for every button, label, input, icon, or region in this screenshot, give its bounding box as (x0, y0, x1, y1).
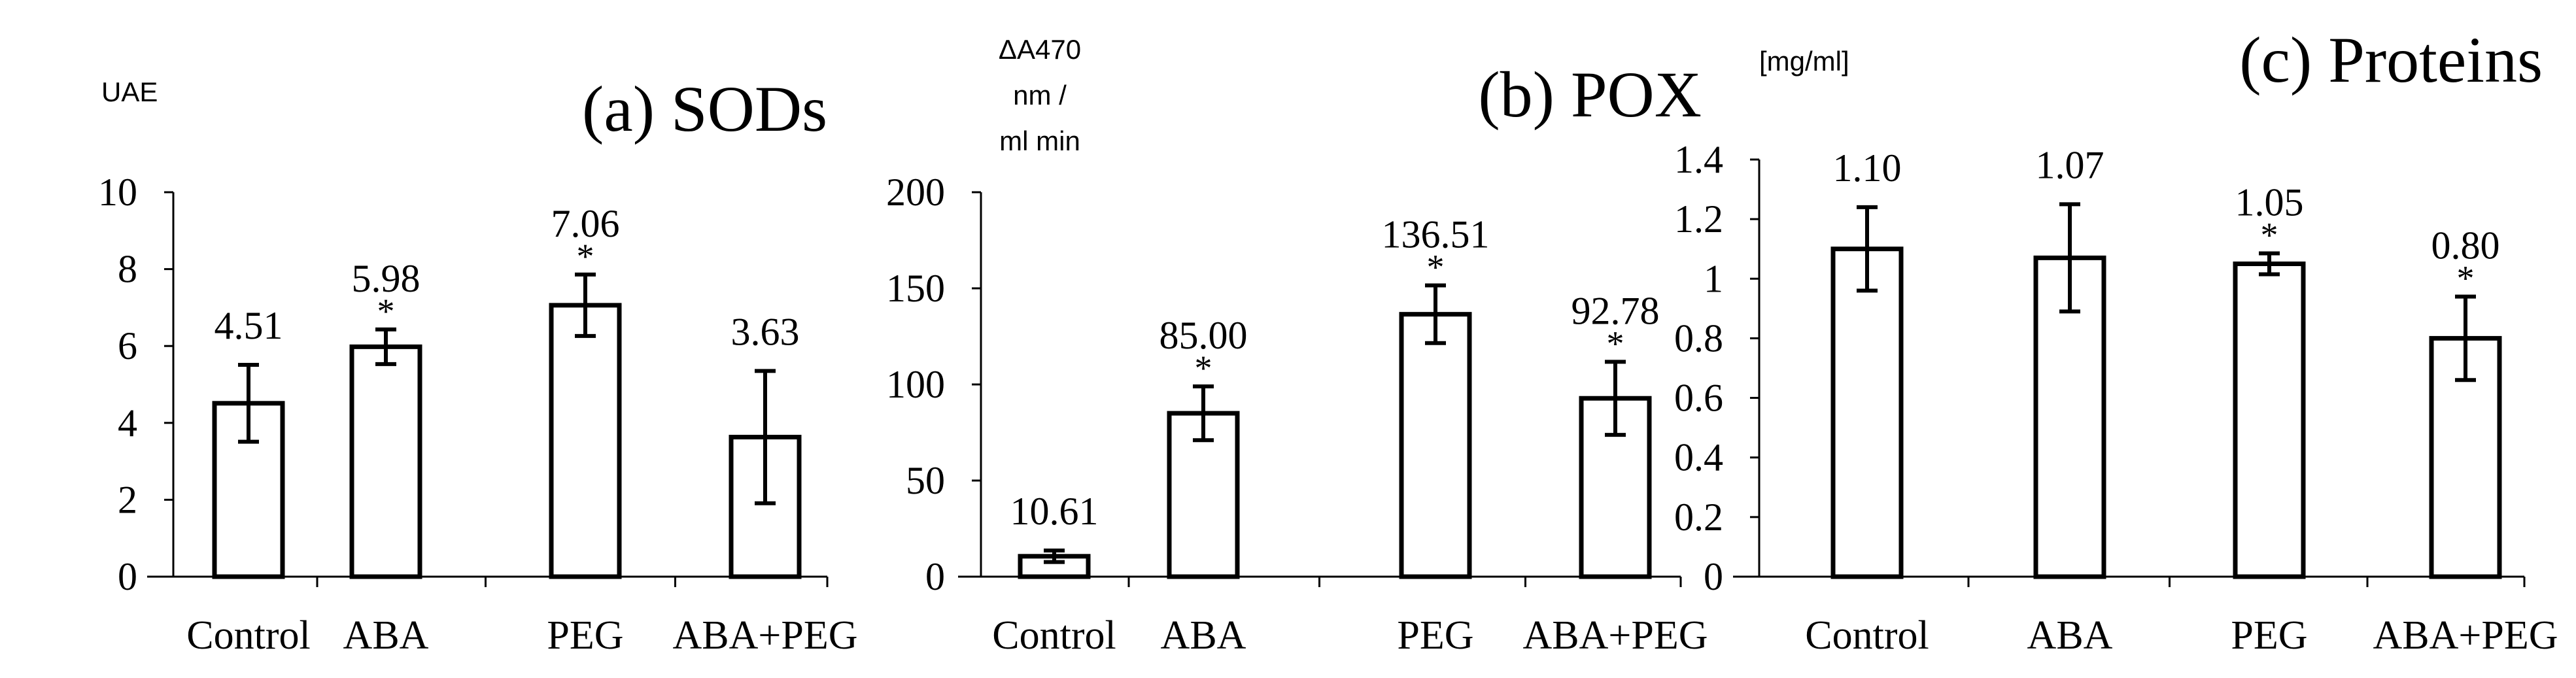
value-label: 1.05 (2235, 181, 2304, 224)
bar-aba (349, 344, 422, 579)
category-label: Control (992, 613, 1116, 658)
significance-star: * (1607, 324, 1624, 363)
category-label: ABA (1161, 613, 1246, 658)
y-tick-label: 0.2 (1674, 496, 1723, 539)
y-tick-label: 0 (1704, 555, 1723, 598)
value-label: 85.00 (1159, 314, 1248, 357)
chart-title: (a) SODs (582, 73, 827, 145)
category-label: PEG (2231, 613, 2307, 658)
plot-area: 02468104.51Control*5.98ABA*7.06PEG3.63AB… (98, 171, 858, 658)
y-axis-label-line-1: ΔA470 (999, 34, 1081, 65)
y-tick-label: 0.6 (1674, 377, 1723, 420)
y-tick-label: 0.8 (1674, 316, 1723, 360)
y-tick-label: 1.4 (1674, 138, 1723, 181)
y-tick-label: 6 (118, 324, 137, 367)
bar-peg (1399, 312, 1472, 579)
y-tick-label: 0 (925, 555, 945, 598)
panel-proteins: [mg/ml] (c) Proteins 0 0.2 0.4 0.6 0.8 1 1.2 1.… (1674, 24, 2558, 658)
y-tick-label: 100 (886, 363, 945, 406)
y-axis-label: [mg/ml] (1759, 46, 1849, 76)
value-label: 10.61 (1010, 490, 1099, 533)
y-tick-label: 200 (886, 171, 945, 214)
value-label: 0.80 (2431, 224, 2500, 267)
category-label: Control (186, 613, 310, 658)
y-tick-label: 2 (118, 478, 137, 521)
plot-area: 00.20.40.60.811.21.4 1.10Control1.07ABA*1… (1674, 138, 2558, 658)
significance-star: * (1427, 248, 1445, 287)
category-label: Control (1805, 613, 1929, 658)
y-tick-label: 50 (906, 459, 945, 502)
category-label: ABA (343, 613, 429, 658)
significance-star: * (2457, 259, 2475, 298)
y-axis-label-line-3: ml min (999, 126, 1080, 156)
y-tick-label: 1 (1704, 257, 1723, 300)
bar-peg (549, 303, 622, 579)
y-tick-label: 10 (98, 171, 137, 214)
panel-sods: UAE (a) SODs 02468104.51Control*5.98ABA*… (98, 73, 858, 658)
category-label: ABA+PEG (2373, 613, 2558, 658)
significance-star: * (377, 292, 395, 331)
category-label: ABA+PEG (1523, 613, 1708, 658)
value-label: 136.51 (1382, 213, 1490, 256)
value-label: 92.78 (1571, 289, 1660, 332)
bar-aba-peg (2429, 335, 2502, 579)
y-tick-label: 0 (118, 555, 137, 598)
value-label: 5.98 (352, 257, 421, 300)
plot-area: 05010015020010.61Control*85.00ABA*136.51… (886, 171, 1708, 658)
value-label: 3.63 (731, 310, 800, 353)
significance-star: * (2261, 216, 2278, 255)
y-tick-label: 8 (118, 248, 137, 291)
bar-peg (2233, 262, 2306, 579)
category-label: PEG (547, 613, 623, 658)
y-tick-label: 150 (886, 267, 945, 310)
chart-title: (b) POX (1478, 58, 1702, 131)
value-label: 1.07 (2036, 143, 2104, 186)
panel-pox: ΔA470 nm / ml min (b) POX 0 50 100 150 200 10… (886, 34, 1708, 658)
value-label: 4.51 (215, 304, 283, 347)
category-label: ABA+PEG (673, 613, 858, 658)
significance-star: * (577, 237, 594, 276)
significance-star: * (1195, 348, 1212, 388)
category-label: ABA (2027, 613, 2113, 658)
y-axis-label: UAE (101, 76, 158, 107)
y-tick-label: 1.2 (1674, 197, 1723, 241)
y-tick-label: 4 (118, 401, 137, 445)
chart-title: (c) Proteins (2239, 24, 2543, 96)
value-label: 7.06 (551, 202, 620, 245)
value-label: 1.10 (1833, 146, 1902, 190)
category-label: PEG (1397, 613, 1473, 658)
y-tick-label: 0.4 (1674, 436, 1723, 479)
bar-control (1830, 246, 1904, 579)
y-axis-label-line-2: nm / (1013, 80, 1067, 110)
